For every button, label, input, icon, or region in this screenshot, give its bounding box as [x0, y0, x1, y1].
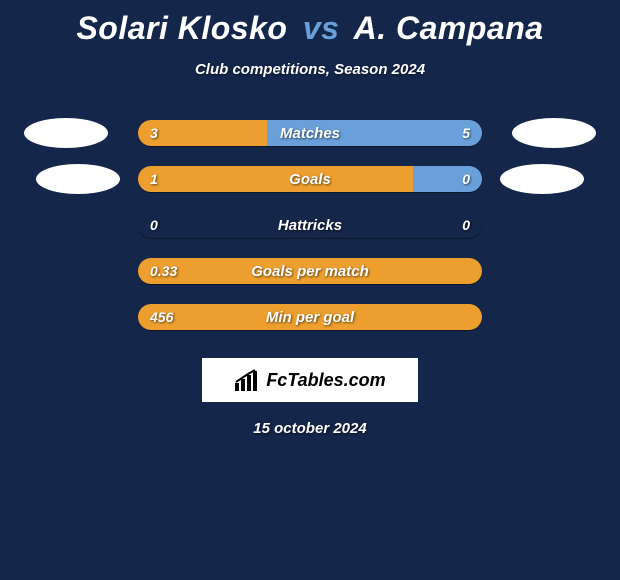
stat-bar-right-seg: [267, 120, 482, 146]
stat-row: Goals per match0.33: [10, 248, 610, 294]
stat-rows: Matches35 Goals10 Hattricks00 Goals per mat…: [0, 110, 620, 340]
stat-row: Goals10: [10, 156, 610, 202]
stat-bar: Goals10: [138, 166, 482, 192]
stat-bar-left-seg: [138, 120, 267, 146]
player1-avatar: [36, 164, 120, 194]
player2-avatar: [512, 118, 596, 148]
player2-avatar: [500, 164, 584, 194]
stat-row: Matches35: [10, 110, 610, 156]
vs-text: vs: [297, 10, 346, 46]
stat-bar: Hattricks00: [138, 212, 482, 238]
stat-bar-left-seg: [138, 166, 413, 192]
comparison-title: Solari Klosko vs A. Campana: [0, 0, 620, 47]
stat-bar-left-seg: [138, 258, 482, 284]
stat-bar-neutral-seg: [138, 212, 482, 238]
stat-bar: Goals per match0.33: [138, 258, 482, 284]
player1-name: Solari Klosko: [76, 10, 287, 46]
player2-name: A. Campana: [354, 10, 544, 46]
date-label: 15 october 2024: [0, 420, 620, 437]
stat-row: Hattricks00: [10, 202, 610, 248]
stat-bar: Min per goal456: [138, 304, 482, 330]
stat-bar-right-seg: [413, 166, 482, 192]
chart-icon: [234, 369, 262, 391]
stat-bar: Matches35: [138, 120, 482, 146]
player1-avatar: [24, 118, 108, 148]
logo-text: FcTables.com: [266, 370, 385, 391]
subtitle: Club competitions, Season 2024: [0, 61, 620, 78]
stat-row: Min per goal456: [10, 294, 610, 340]
stat-bar-left-seg: [138, 304, 482, 330]
logo-box: FcTables.com: [202, 358, 418, 402]
